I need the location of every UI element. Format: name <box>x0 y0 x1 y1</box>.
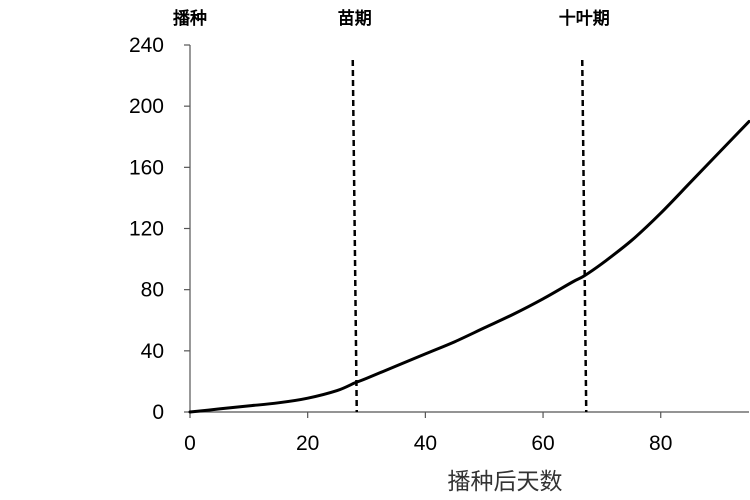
stage-divider-line <box>580 59 588 413</box>
x-tick-label: 80 <box>649 432 672 455</box>
y-tick-label: 0 <box>152 401 164 424</box>
x-tick-labels: 0 20 40 60 80 <box>184 412 672 455</box>
stage-label: 十叶期 <box>559 8 610 29</box>
x-tick-label: 20 <box>296 432 319 455</box>
stage-label: 苗期 <box>338 8 372 29</box>
stage-divider-lines <box>351 59 588 413</box>
stage-labels: 播种 苗期 十叶期 <box>173 8 610 29</box>
y-tick-label: 200 <box>129 95 164 118</box>
y-tick-label: 120 <box>129 218 164 241</box>
x-axis-title: 播种后天数 <box>448 469 563 495</box>
stage-divider-line <box>351 59 359 413</box>
x-tick-label: 60 <box>531 432 554 455</box>
y-tick-labels: 0 40 80 120 160 200 240 <box>129 34 190 424</box>
y-tick-label: 240 <box>129 34 164 57</box>
x-tick-label: 0 <box>184 432 196 455</box>
y-tick-label: 160 <box>129 156 164 179</box>
stage-label: 播种 <box>173 8 207 29</box>
y-tick-label: 80 <box>141 279 164 302</box>
y-tick-label: 40 <box>141 340 164 363</box>
x-tick-label: 40 <box>414 432 437 455</box>
series-line <box>188 120 750 414</box>
